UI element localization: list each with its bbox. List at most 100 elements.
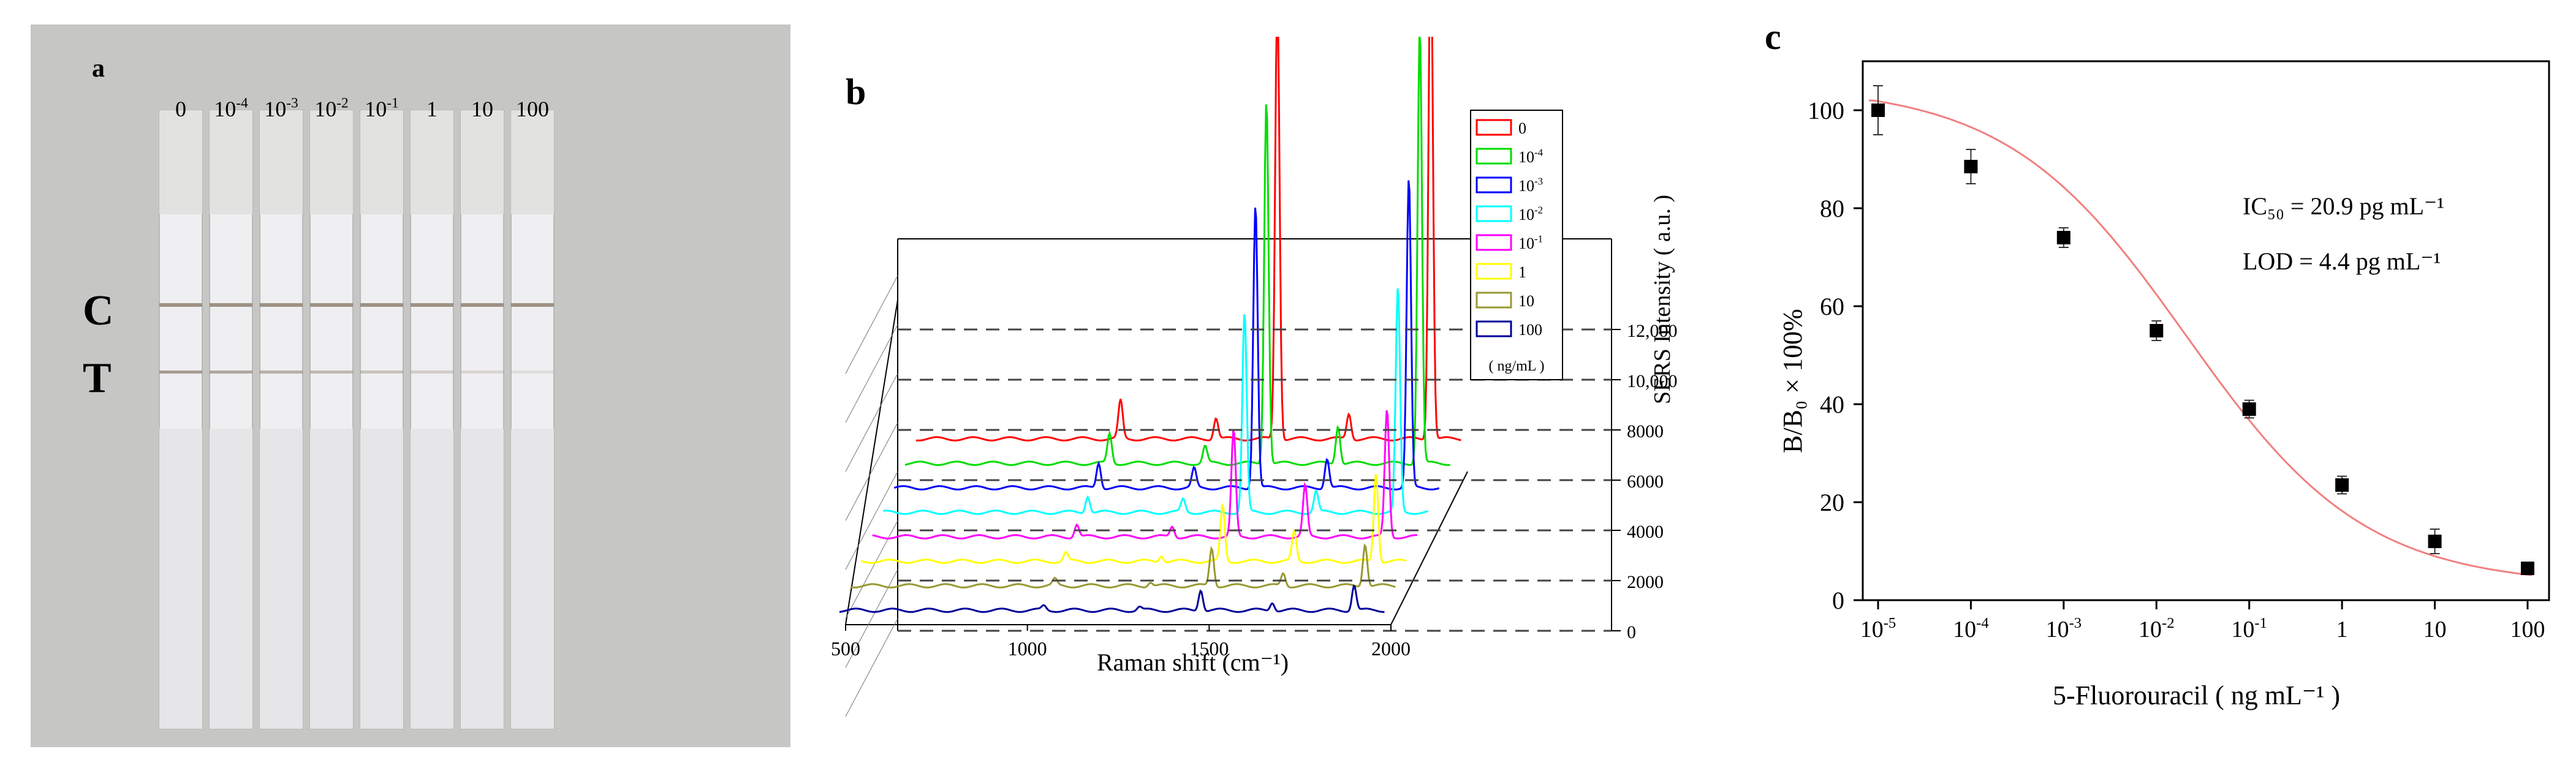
spectra-y-axis-label: SERS Intensity ( a.u. ): [1650, 195, 1675, 404]
spectrum-line: [872, 410, 1417, 540]
legend-unit-label: ( ng/mL ): [1488, 358, 1544, 374]
strip-sample-pad: [260, 110, 303, 214]
spectra-depth-gridline: [845, 422, 898, 521]
strip-control-line: [210, 303, 252, 307]
curve-x-tick-label: 10: [2423, 617, 2447, 642]
spectrum-line: [861, 473, 1407, 564]
spectra-y-tick-label: 10,000: [1627, 371, 1678, 391]
spectra-y-tick-label: 2000: [1627, 572, 1664, 592]
control-line-label: C: [83, 287, 114, 334]
test-line-label: T: [83, 355, 112, 402]
legend-swatch: [1476, 234, 1512, 251]
strip-absorbent-pad: [159, 429, 202, 729]
spectrum-line: [839, 584, 1385, 613]
fit-curve: [1868, 99, 2532, 576]
spectra-x-tick-label: 2000: [1371, 638, 1411, 660]
legend-entry-label: 10-2: [1518, 205, 1543, 224]
strip-absorbent-pad: [260, 429, 303, 729]
calibration-curve-svg: c 0 20 40 60 80 100 10-5 10-4 10-3 10-2 10-1 1 10 100…: [1765, 17, 2550, 710]
legend-entry-label: 100: [1518, 321, 1542, 339]
spectra-x-axis-label: Raman shift (cm⁻¹): [1097, 649, 1289, 676]
panel-c-label: c: [1765, 17, 1781, 57]
spectra-depth-gridline: [845, 275, 898, 374]
concentration-label: 100: [516, 97, 549, 121]
spectra-y-tick-label: 12,000: [1627, 321, 1678, 341]
curve-points: [1871, 85, 2534, 575]
legend-entry-label: 10-4: [1518, 147, 1544, 166]
strip-control-line: [511, 303, 554, 307]
spectra-depth-axis: [845, 299, 898, 625]
data-point: [1871, 103, 1885, 117]
curve-x-tick-label: 1: [2336, 617, 2348, 642]
curve-ticks: 0 20 40 60 80 100 10-5 10-4 10-3 10-2 10-1 1 10 100: [1808, 97, 2545, 642]
panel-a-label: a: [92, 55, 105, 83]
curve-x-tick-label: 10-1: [2231, 615, 2267, 642]
strip-absorbent-pad: [310, 429, 353, 729]
spectrum-line: [850, 543, 1396, 589]
strip-group: [159, 110, 555, 729]
curve-x-tick-label: 10-4: [1953, 615, 1989, 642]
strip-test-line: [411, 371, 453, 374]
concentration-label: 0: [175, 97, 186, 121]
curve-x-axis-label: 5-Fluorouracil ( ng mL⁻¹ ): [2053, 680, 2340, 710]
strip-control-line: [411, 303, 453, 307]
spectra-y-tick-label: 0: [1627, 622, 1636, 642]
test-strip-photo: a 0 10-4 10-3 10-2 10-1 1 10 100 C T: [31, 24, 790, 747]
spectrum-line: [904, 31, 1450, 466]
concentration-label: 10: [471, 97, 493, 121]
curve-x-tick-label: 10-2: [2138, 615, 2175, 642]
strip-control-line: [260, 303, 303, 307]
strip-sample-pad: [411, 110, 453, 214]
strip-test-line: [511, 371, 554, 374]
legend-swatch: [1476, 205, 1512, 222]
strip-absorbent-pad: [411, 429, 453, 729]
strip-test-line: [210, 371, 252, 374]
test-strip-photo-svg: a 0 10-4 10-3 10-2 10-1 1 10 100 C T: [31, 24, 790, 747]
curve-y-tick-label: 100: [1808, 97, 1844, 124]
spectra-x-tick-label: 1000: [1008, 638, 1047, 660]
curve-plot-frame: [1862, 60, 2550, 601]
legend-swatch: [1476, 292, 1512, 309]
curve-y-tick-label: 20: [1820, 489, 1844, 516]
strip-sample-pad: [360, 110, 403, 214]
strip-absorbent-pad: [210, 429, 252, 729]
spectrum-line: [915, 0, 1461, 442]
curve-x-tick-label: 100: [2510, 617, 2545, 642]
strip-sample-pad: [210, 110, 252, 214]
spectrum-line: [883, 288, 1429, 515]
curve-y-tick-label: 80: [1820, 195, 1844, 222]
data-point: [2428, 535, 2442, 548]
strip-sample-pad: [310, 110, 353, 214]
legend-swatch: [1476, 263, 1512, 280]
curve-y-axis-label: B/B₀ × 100%: [1778, 309, 1808, 453]
spectrum-line: [893, 180, 1440, 491]
spectra-depth-gridline: [845, 569, 898, 668]
strip-control-line: [159, 303, 202, 307]
strip-sample-pad: [461, 110, 504, 214]
strip-absorbent-pad: [461, 429, 504, 729]
spectra-depth-gridline: [845, 520, 898, 619]
legend-swatch: [1476, 320, 1512, 337]
strip-test-line: [461, 371, 504, 374]
strip-sample-pad: [511, 110, 554, 214]
spectra-x-tick-label: 500: [831, 638, 860, 660]
data-point: [1964, 160, 1978, 173]
strip-test-line: [360, 371, 403, 374]
concentration-label: 1: [426, 97, 438, 121]
legend-entry-label: 1: [1518, 263, 1526, 281]
data-point: [2150, 324, 2164, 337]
curve-y-tick-label: 40: [1820, 391, 1844, 418]
spectra-legend-box: [1470, 110, 1563, 380]
curve-x-tick-label: 10-3: [2046, 615, 2082, 642]
strip-absorbent-pad: [360, 429, 403, 729]
strip-absorbent-pad: [511, 429, 554, 729]
curve-y-tick-label: 60: [1820, 293, 1844, 320]
data-point: [2335, 478, 2349, 492]
curve-y-tick-label: 0: [1832, 587, 1844, 614]
lod-annotation: LOD = 4.4 pg mL⁻¹: [2243, 247, 2441, 275]
concentration-label: 10-2: [314, 96, 349, 121]
data-point: [2056, 231, 2070, 244]
data-point: [2521, 562, 2534, 575]
strip-test-line: [159, 371, 202, 374]
